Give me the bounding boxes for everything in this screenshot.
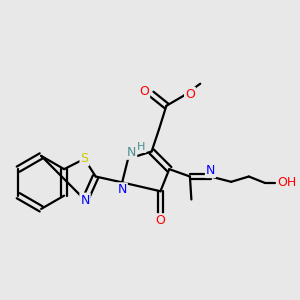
Text: O: O [155,214,165,227]
Text: S: S [80,152,88,165]
Text: N: N [118,183,127,196]
Text: H: H [137,142,146,152]
Text: N: N [127,146,136,159]
Text: O: O [185,88,195,100]
Text: O: O [139,85,149,98]
Text: N: N [206,164,215,177]
Text: OH: OH [278,176,297,190]
Text: N: N [80,194,90,207]
